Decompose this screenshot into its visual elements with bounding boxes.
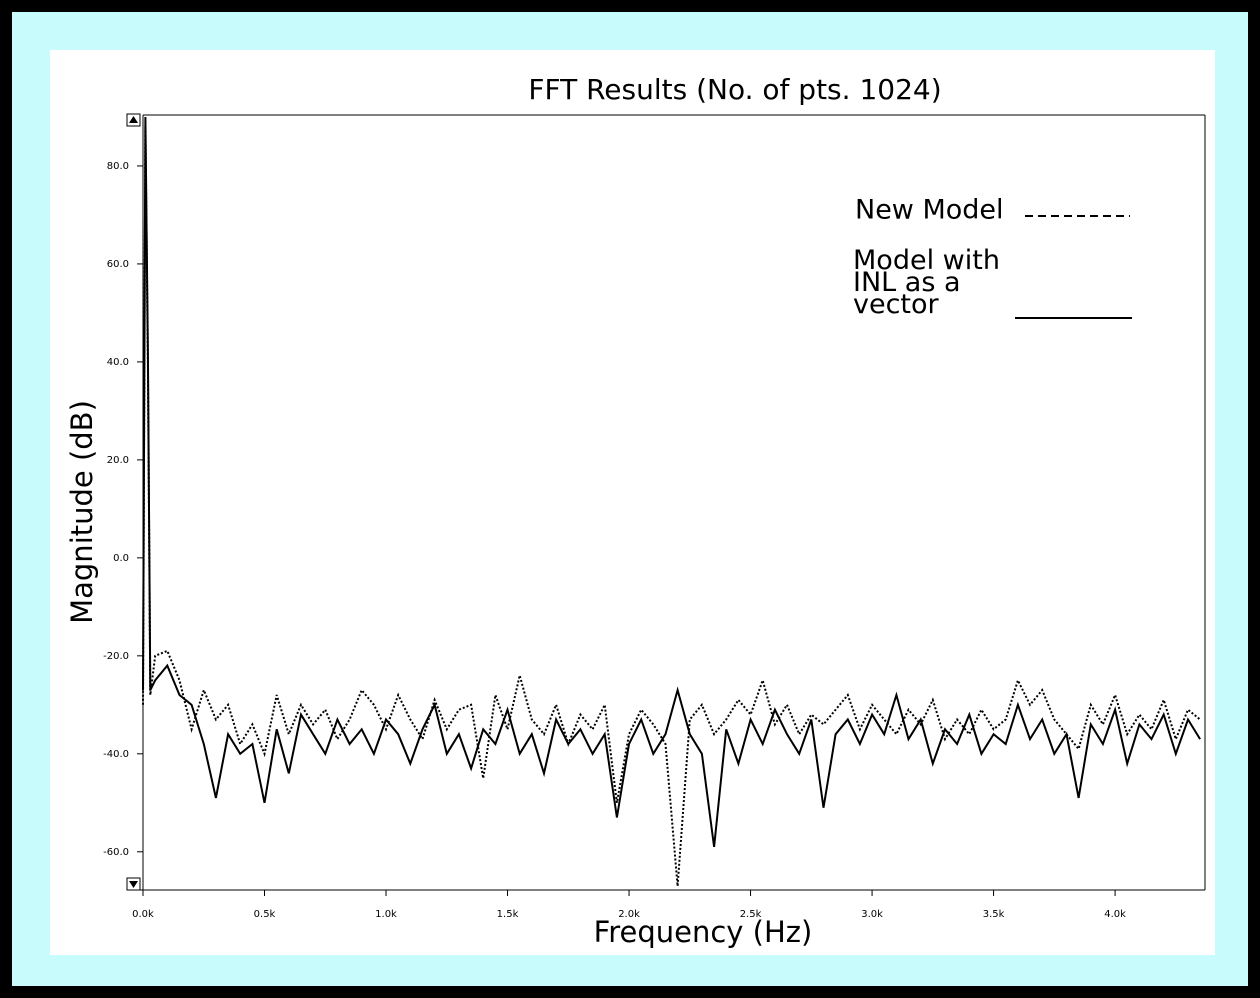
y-tick-label: 40.0 — [107, 357, 129, 368]
scroll-down-arrow — [129, 881, 138, 888]
series-line — [142, 116, 1201, 848]
legend-label: New Model — [855, 195, 1004, 226]
x-tick-label: 1.5k — [497, 909, 519, 920]
x-tick-label: 0.5k — [254, 909, 276, 920]
x-tick-label: 2.0k — [618, 909, 640, 920]
y-tick-label: 0.0 — [113, 553, 129, 564]
x-tick-label: 1.0k — [375, 909, 397, 920]
y-tick-label: -20.0 — [103, 651, 129, 662]
legend-label: Model with INL as a vector — [853, 245, 1000, 320]
y-tick-label: 60.0 — [107, 259, 129, 270]
panel — [50, 50, 1215, 955]
y-axis-label: Magnitude (dB) — [65, 400, 99, 624]
series-line — [142, 126, 1201, 887]
y-tick-label: 80.0 — [107, 161, 129, 172]
x-tick-label: 0.0k — [132, 909, 154, 920]
chart-title: FFT Results (No. of pts. 1024) — [528, 73, 941, 106]
x-tick-label: 3.0k — [861, 909, 883, 920]
y-tick-label: 20.0 — [107, 455, 129, 466]
scroll-up-arrow — [129, 116, 138, 123]
x-tick-label: 3.5k — [983, 909, 1005, 920]
x-tick-label: 4.0k — [1104, 909, 1126, 920]
x-axis-label: Frequency (Hz) — [594, 915, 813, 949]
y-tick-label: -40.0 — [103, 749, 129, 760]
y-tick-label: -60.0 — [103, 847, 129, 858]
x-tick-label: 2.5k — [740, 909, 762, 920]
